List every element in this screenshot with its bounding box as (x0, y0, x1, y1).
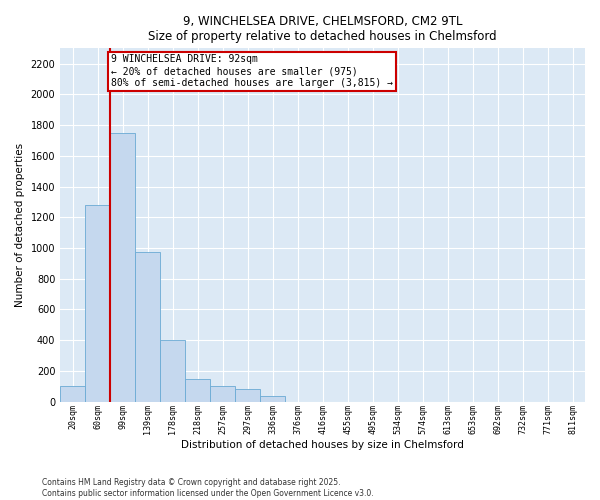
Bar (110, 133, 135, 402)
Text: 9 WINCHELSEA DRIVE: 92sqm
← 20% of detached houses are smaller (975)
80% of semi: 9 WINCHELSEA DRIVE: 92sqm ← 20% of detac… (112, 54, 394, 88)
Bar (260, 396, 285, 402)
Bar (60, 386, 85, 402)
Y-axis label: Number of detached properties: Number of detached properties (15, 143, 25, 307)
X-axis label: Distribution of detached houses by size in Chelmsford: Distribution of detached houses by size … (181, 440, 464, 450)
Bar (235, 390, 260, 402)
Bar (185, 378, 210, 402)
Bar (210, 386, 235, 402)
Bar (135, 252, 160, 402)
Bar (85, 205, 110, 402)
Title: 9, WINCHELSEA DRIVE, CHELMSFORD, CM2 9TL
Size of property relative to detached h: 9, WINCHELSEA DRIVE, CHELMSFORD, CM2 9TL… (148, 15, 497, 43)
Bar (160, 340, 185, 402)
Text: Contains HM Land Registry data © Crown copyright and database right 2025.
Contai: Contains HM Land Registry data © Crown c… (42, 478, 374, 498)
